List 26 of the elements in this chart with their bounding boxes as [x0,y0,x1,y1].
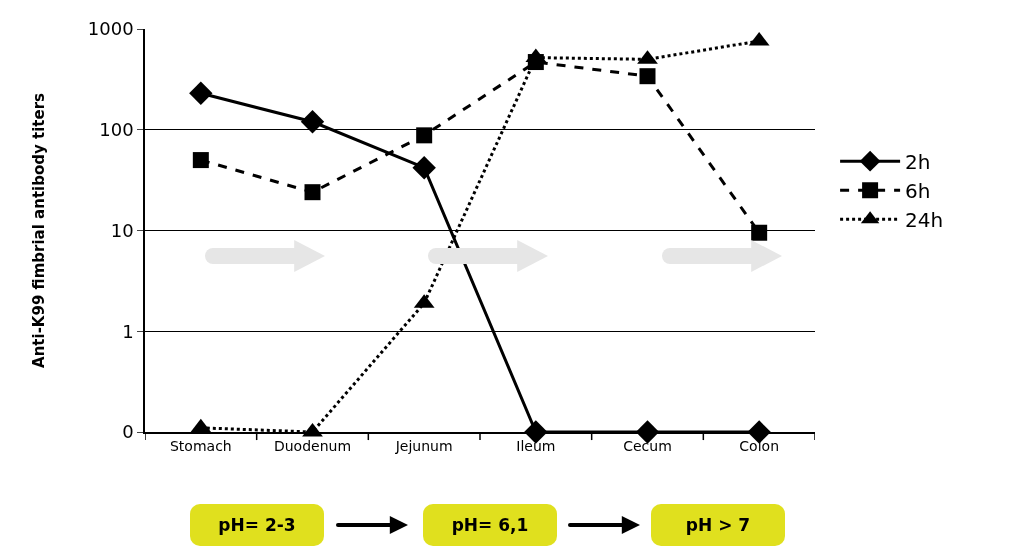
x-tick-label: Cecum [623,437,672,454]
point [192,152,209,169]
legend-label: 24h [905,208,944,232]
point [300,110,325,134]
point [412,156,436,180]
x-tick-label: Colon [739,437,780,454]
point [189,81,213,106]
y-axis-title: Anti-K99 fimbrial antibody titers [29,92,48,368]
text: pH= 2-3 [190,504,324,546]
x-tick-label: Stomach [169,437,232,454]
text: pH > 7 [651,504,785,546]
point [639,68,656,85]
text: pH= 6,1 [423,504,557,546]
legend-label: 6h [905,179,931,203]
y-tick-label: 1000 [87,18,134,40]
x-tick-label: Jejunum [394,437,453,454]
point [751,224,768,241]
x-tick-label: Duodenum [273,437,352,454]
y-tick-label: 100 [99,119,134,141]
point [304,184,321,201]
y-tick-label: 10 [110,219,134,241]
legend-label: 2h [905,150,931,174]
y-tick-label: 0 [122,421,134,443]
x-tick-label: Ileum [516,437,556,454]
point [416,127,433,144]
y-tick-label: 1 [122,320,134,342]
